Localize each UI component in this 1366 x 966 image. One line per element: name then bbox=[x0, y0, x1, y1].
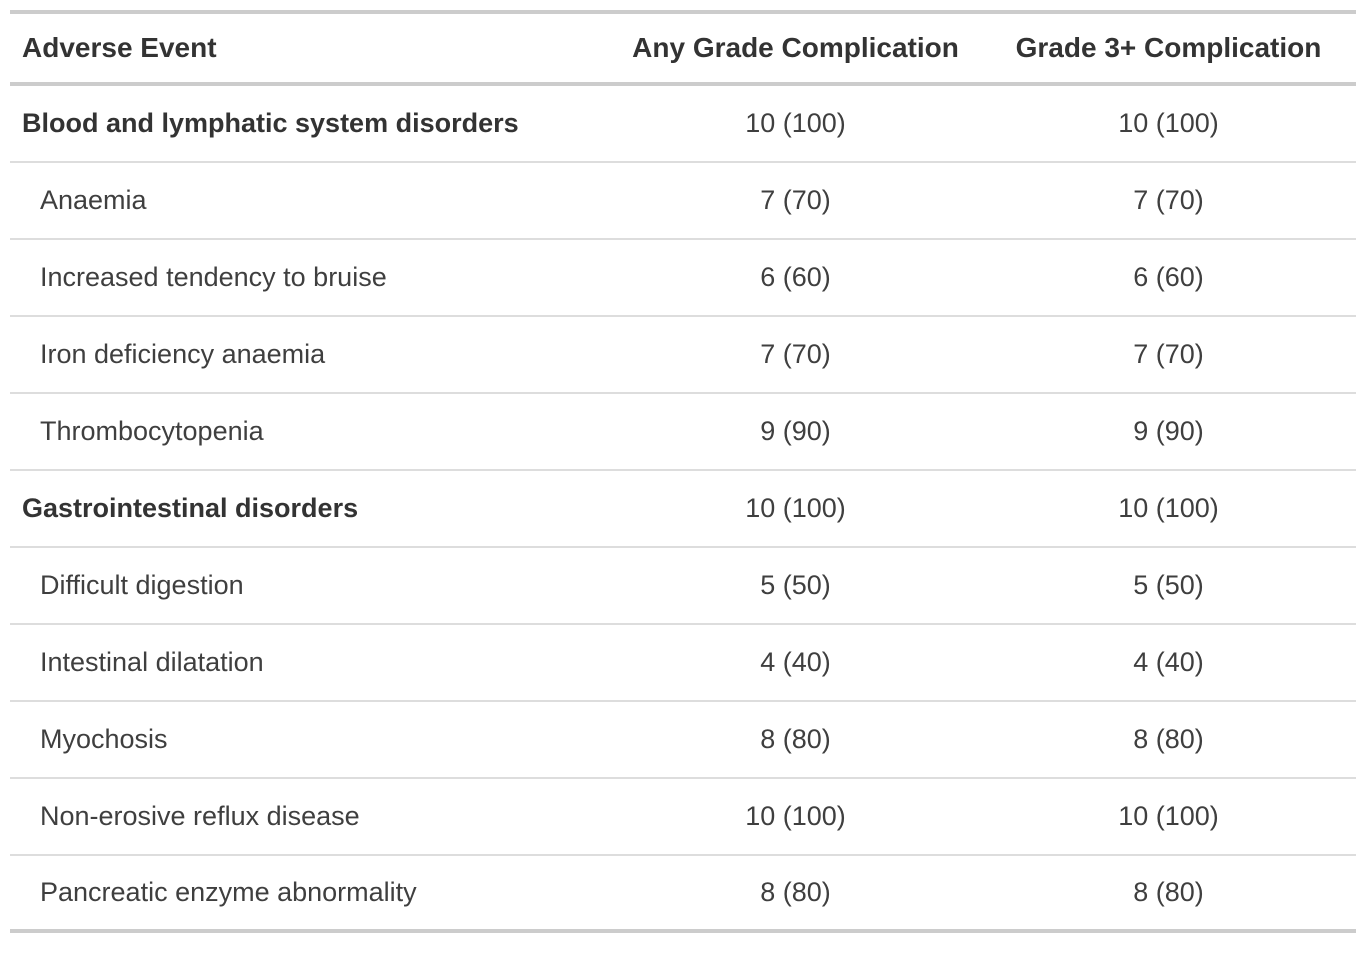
grade3plus-value-cell: 5 (50) bbox=[981, 548, 1356, 625]
any-grade-value-cell: 10 (100) bbox=[610, 779, 981, 856]
table-row: Intestinal dilatation 4 (40) 4 (40) bbox=[10, 625, 1356, 702]
grade3plus-value-cell: 7 (70) bbox=[981, 317, 1356, 394]
any-grade-value-cell: 10 (100) bbox=[610, 86, 981, 163]
adverse-event-cell: Pancreatic enzyme abnormality bbox=[10, 856, 610, 933]
table-row: Pancreatic enzyme abnormality 8 (80) 8 (… bbox=[10, 856, 1356, 933]
adverse-event-cell: Anaemia bbox=[10, 163, 610, 240]
table-header: Adverse Event Any Grade Complication Gra… bbox=[10, 10, 1356, 86]
table-row: Thrombocytopenia 9 (90) 9 (90) bbox=[10, 394, 1356, 471]
adverse-event-cell: Myochosis bbox=[10, 702, 610, 779]
adverse-event-cell: Difficult digestion bbox=[10, 548, 610, 625]
table-row: Myochosis 8 (80) 8 (80) bbox=[10, 702, 1356, 779]
grade3plus-value-cell: 4 (40) bbox=[981, 625, 1356, 702]
grade3plus-value-cell: 6 (60) bbox=[981, 240, 1356, 317]
table-row: Anaemia 7 (70) 7 (70) bbox=[10, 163, 1356, 240]
any-grade-value-cell: 7 (70) bbox=[610, 163, 981, 240]
grade3plus-value-cell: 8 (80) bbox=[981, 702, 1356, 779]
any-grade-value-cell: 6 (60) bbox=[610, 240, 981, 317]
any-grade-value-cell: 4 (40) bbox=[610, 625, 981, 702]
group-header-row: Gastrointestinal disorders 10 (100) 10 (… bbox=[10, 471, 1356, 548]
adverse-event-cell: Increased tendency to bruise bbox=[10, 240, 610, 317]
any-grade-value-cell: 8 (80) bbox=[610, 856, 981, 933]
col-header-grade3plus-complication: Grade 3+ Complication bbox=[981, 10, 1356, 86]
grade3plus-value-cell: 10 (100) bbox=[981, 471, 1356, 548]
any-grade-value-cell: 5 (50) bbox=[610, 548, 981, 625]
group-header-row: Blood and lymphatic system disorders 10 … bbox=[10, 86, 1356, 163]
grade3plus-value-cell: 8 (80) bbox=[981, 856, 1356, 933]
adverse-event-cell: Intestinal dilatation bbox=[10, 625, 610, 702]
adverse-event-cell: Iron deficiency anaemia bbox=[10, 317, 610, 394]
any-grade-value-cell: 9 (90) bbox=[610, 394, 981, 471]
col-header-adverse-event: Adverse Event bbox=[10, 10, 610, 86]
adverse-event-cell: Non-erosive reflux disease bbox=[10, 779, 610, 856]
table-row: Iron deficiency anaemia 7 (70) 7 (70) bbox=[10, 317, 1356, 394]
table-row: Non-erosive reflux disease 10 (100) 10 (… bbox=[10, 779, 1356, 856]
adverse-events-table: Adverse Event Any Grade Complication Gra… bbox=[10, 10, 1356, 933]
grade3plus-value-cell: 7 (70) bbox=[981, 163, 1356, 240]
any-grade-value-cell: 8 (80) bbox=[610, 702, 981, 779]
col-header-any-grade-complication: Any Grade Complication bbox=[610, 10, 981, 86]
table-row: Difficult digestion 5 (50) 5 (50) bbox=[10, 548, 1356, 625]
header-row: Adverse Event Any Grade Complication Gra… bbox=[10, 10, 1356, 86]
table-body: Blood and lymphatic system disorders 10 … bbox=[10, 86, 1356, 933]
any-grade-value-cell: 7 (70) bbox=[610, 317, 981, 394]
grade3plus-value-cell: 10 (100) bbox=[981, 779, 1356, 856]
adverse-event-cell: Blood and lymphatic system disorders bbox=[10, 86, 610, 163]
grade3plus-value-cell: 10 (100) bbox=[981, 86, 1356, 163]
adverse-events-table-container: Adverse Event Any Grade Complication Gra… bbox=[10, 10, 1356, 933]
any-grade-value-cell: 10 (100) bbox=[610, 471, 981, 548]
adverse-event-cell: Thrombocytopenia bbox=[10, 394, 610, 471]
grade3plus-value-cell: 9 (90) bbox=[981, 394, 1356, 471]
table-row: Increased tendency to bruise 6 (60) 6 (6… bbox=[10, 240, 1356, 317]
adverse-event-cell: Gastrointestinal disorders bbox=[10, 471, 610, 548]
